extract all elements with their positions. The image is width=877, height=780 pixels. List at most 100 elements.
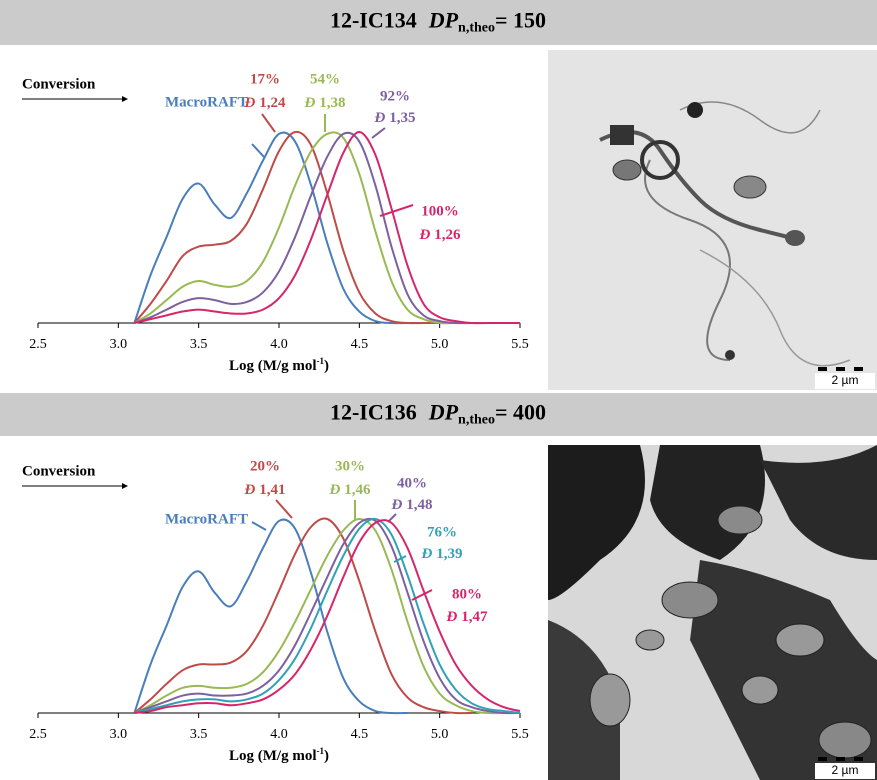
- series-label: 92%: [380, 88, 410, 104]
- x-tick-label: 5.5: [511, 337, 529, 352]
- leader-line: [261, 113, 276, 133]
- x-tick-label: 5.0: [431, 337, 449, 352]
- text-part: Đ: [303, 95, 315, 111]
- gpc-curve: [133, 517, 520, 715]
- leader-line: [275, 499, 293, 519]
- scale-box: [815, 763, 875, 779]
- x-axis-label: Log (M/g mol-1): [229, 746, 329, 764]
- annotation: Conversion: [22, 463, 96, 479]
- text-part: 1,24: [259, 95, 286, 111]
- gpc-curve: [133, 518, 408, 715]
- gpc-curve: [133, 517, 472, 715]
- text-part: Đ: [243, 482, 255, 498]
- dispersity-label: Đ 1,39: [420, 546, 462, 562]
- text-part: Đ: [390, 497, 402, 513]
- x-tick-label: 3.5: [190, 337, 208, 352]
- annotation: Conversion: [22, 76, 96, 92]
- scale-box: [815, 373, 875, 389]
- text-part: 1,48: [406, 497, 432, 513]
- x-tick-label: 3.0: [110, 727, 128, 742]
- x-tick-label: 4.0: [270, 727, 288, 742]
- series-label: MacroRAFT: [165, 94, 248, 110]
- text-part: ): [324, 358, 329, 374]
- series-label: 76%: [427, 524, 457, 540]
- tem-image: [548, 445, 877, 780]
- header-bar: [0, 0, 877, 45]
- x-tick-label: 2.5: [29, 337, 47, 352]
- x-tick-label: 4.5: [351, 727, 369, 742]
- x-tick-label: 3.5: [190, 727, 208, 742]
- gpc-curve: [133, 131, 520, 325]
- tem-image: [548, 50, 877, 390]
- text-part: Đ: [328, 482, 340, 498]
- text-part: 1,35: [389, 110, 415, 126]
- text-part: n,theo: [458, 413, 495, 428]
- text-part: Đ: [243, 95, 255, 111]
- series-label: 54%: [310, 71, 340, 87]
- gpc-curve: [134, 517, 521, 715]
- dispersity-label: Đ 1,41: [243, 482, 285, 498]
- panel-title: 12-IC134 DPn,theo= 150: [330, 8, 546, 36]
- text-part: 1,46: [344, 482, 371, 498]
- scale-label: 2 µm: [832, 763, 859, 777]
- text-part: 12-IC136: [330, 400, 417, 425]
- text-part: = 150: [495, 8, 546, 33]
- text-part: 1,39: [436, 546, 462, 562]
- text-part: Đ: [445, 609, 457, 625]
- gpc-curve: [133, 131, 520, 325]
- dispersity-label: Đ 1,35: [373, 110, 415, 126]
- text-part: 1,26: [434, 227, 461, 243]
- dispersity-label: Đ 1,24: [243, 95, 286, 111]
- text-part: Đ: [373, 110, 385, 126]
- x-tick-label: 4.0: [270, 337, 288, 352]
- gpc-curve: [134, 517, 521, 714]
- text-part: DP: [428, 8, 459, 33]
- series-label: 80%: [452, 586, 482, 602]
- x-tick-label: 5.0: [431, 727, 449, 742]
- text-part: ): [324, 748, 329, 764]
- text-part: 12-IC134: [330, 8, 417, 33]
- x-tick-label: 5.5: [511, 727, 529, 742]
- dispersity-label: Đ 1,46: [328, 482, 371, 498]
- text-part: -1: [317, 356, 325, 366]
- text-part: 1,41: [259, 482, 285, 498]
- text-part: = 400: [495, 400, 546, 425]
- text-part: Đ: [420, 546, 432, 562]
- arrow-head: [122, 483, 128, 489]
- text-part: Log (M/g mol: [229, 748, 317, 764]
- text-part: Log (M/g mol: [229, 358, 317, 374]
- dispersity-label: Đ 1,48: [390, 497, 432, 513]
- x-axis-label: Log (M/g mol-1): [229, 356, 329, 374]
- leader-line: [251, 143, 266, 159]
- dispersity-label: Đ 1,26: [418, 227, 461, 243]
- scale-label: 2 µm: [832, 373, 859, 387]
- leader-line: [371, 127, 386, 139]
- gpc-curve: [134, 131, 520, 325]
- series-label: 30%: [335, 458, 365, 474]
- leader-line: [393, 555, 407, 563]
- x-tick-label: 3.0: [110, 337, 128, 352]
- dispersity-label: Đ 1,38: [303, 95, 345, 111]
- gpc-curve: [134, 131, 520, 325]
- series-label: 100%: [421, 203, 459, 219]
- text-part: Đ: [418, 227, 430, 243]
- x-tick-label: 2.5: [29, 727, 47, 742]
- leader-line: [379, 204, 414, 217]
- gpc-curve: [133, 130, 520, 325]
- leader-line: [251, 521, 267, 531]
- x-tick-label: 4.5: [351, 337, 369, 352]
- text-part: DP: [428, 400, 459, 425]
- text-part: 1,38: [319, 95, 345, 111]
- gpc-curve: [134, 519, 521, 714]
- panel-title: 12-IC136 DPn,theo= 400: [330, 400, 546, 428]
- leader-line: [411, 589, 433, 601]
- series-label: 17%: [250, 71, 280, 87]
- series-label: MacroRAFT: [165, 511, 248, 527]
- series-label: 20%: [250, 458, 280, 474]
- dispersity-label: Đ 1,47: [445, 609, 488, 625]
- text-part: n,theo: [458, 21, 495, 36]
- text-part: 1,47: [461, 609, 488, 625]
- header-bar: [0, 393, 877, 436]
- series-label: 40%: [397, 475, 427, 491]
